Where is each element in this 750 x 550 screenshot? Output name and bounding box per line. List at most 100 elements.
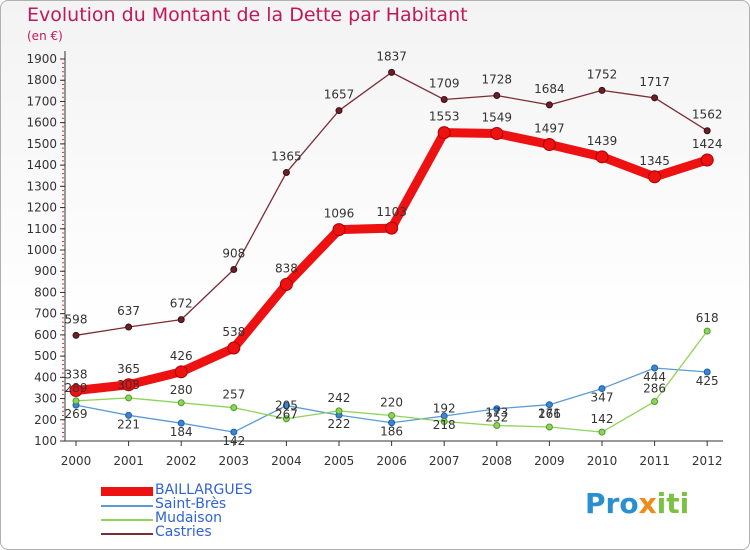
- data-label: 1103: [376, 205, 407, 219]
- data-point: [490, 126, 504, 140]
- data-label: 142: [222, 434, 245, 448]
- x-tick-label: 2000: [61, 454, 92, 468]
- y-tick-label: 1300: [26, 179, 57, 193]
- data-label: 173: [485, 406, 508, 420]
- y-tick-label: 100: [34, 434, 57, 448]
- data-label: 186: [380, 425, 403, 439]
- data-point: [595, 150, 609, 164]
- data-label: 242: [328, 391, 351, 405]
- data-point: [545, 423, 553, 431]
- data-point: [703, 127, 711, 135]
- data-point: [125, 411, 133, 419]
- data-point: [437, 126, 451, 140]
- data-point: [69, 383, 83, 397]
- data-label: 1497: [534, 122, 565, 136]
- data-label: 269: [65, 407, 88, 421]
- data-label: 222: [328, 417, 351, 431]
- data-point: [388, 68, 396, 76]
- proxiti-logo: Proxiti: [585, 487, 690, 520]
- x-tick-label: 2003: [219, 454, 250, 468]
- data-label: 1752: [587, 67, 618, 81]
- y-tick-label: 1600: [26, 116, 57, 130]
- x-tick-label: 2002: [166, 454, 197, 468]
- data-point: [282, 169, 290, 177]
- chart-legend: BAILLARGUES Saint-Brès Mudaison Castries: [101, 482, 301, 541]
- legend-item: Saint-Brès: [101, 496, 301, 513]
- y-tick-label: 1400: [26, 158, 57, 172]
- data-label: 1096: [324, 207, 355, 221]
- data-point: [125, 394, 133, 402]
- data-label: 142: [591, 412, 614, 426]
- data-point: [174, 365, 188, 379]
- data-label: 184: [170, 425, 193, 439]
- legend-swatch-castries: [101, 533, 153, 535]
- data-point: [545, 101, 553, 109]
- y-tick-label: 600: [34, 328, 57, 342]
- data-point: [335, 407, 343, 415]
- data-point: [700, 153, 714, 167]
- data-label: 1709: [429, 77, 460, 91]
- data-point: [598, 86, 606, 94]
- y-tick-label: 1500: [26, 137, 57, 151]
- data-label: 1345: [639, 154, 670, 168]
- x-tick-label: 2011: [639, 454, 670, 468]
- data-label: 1717: [639, 75, 670, 89]
- data-point: [651, 94, 659, 102]
- x-tick-label: 2004: [271, 454, 302, 468]
- data-label: 280: [170, 383, 193, 397]
- data-label: 598: [65, 312, 88, 326]
- data-point: [440, 417, 448, 425]
- data-label: 426: [170, 349, 193, 363]
- x-tick-label: 2009: [534, 454, 565, 468]
- x-tick-label: 2005: [324, 454, 355, 468]
- data-label: 1562: [692, 108, 723, 122]
- data-point: [703, 327, 711, 335]
- data-label: 192: [433, 401, 456, 415]
- y-tick-label: 1100: [26, 222, 57, 236]
- data-label: 838: [275, 261, 298, 275]
- data-point: [122, 378, 136, 392]
- data-label: 286: [643, 382, 666, 396]
- data-label: 1837: [376, 49, 407, 63]
- data-label: 672: [170, 297, 193, 311]
- data-label: 220: [380, 396, 403, 410]
- y-tick-label: 800: [34, 285, 57, 299]
- data-label: 425: [696, 374, 719, 388]
- data-point: [230, 266, 238, 274]
- data-label: 205: [275, 399, 298, 413]
- data-label: 1439: [587, 134, 618, 148]
- data-point: [648, 170, 662, 184]
- x-tick-label: 2001: [113, 454, 144, 468]
- data-point: [651, 364, 659, 372]
- x-tick-label: 2008: [482, 454, 513, 468]
- y-tick-label: 1000: [26, 243, 57, 257]
- data-label: 1657: [324, 88, 355, 102]
- data-point: [230, 404, 238, 412]
- data-point: [598, 428, 606, 436]
- data-point: [177, 399, 185, 407]
- data-point: [332, 223, 346, 237]
- y-tick-label: 1800: [26, 73, 57, 87]
- data-point: [493, 405, 501, 413]
- data-label: 1553: [429, 110, 460, 124]
- data-point: [72, 397, 80, 405]
- data-label: 1424: [692, 137, 723, 151]
- y-tick-label: 900: [34, 264, 57, 278]
- data-label: 637: [117, 304, 140, 318]
- x-tick-label: 2006: [376, 454, 407, 468]
- data-label: 166: [538, 407, 561, 421]
- data-label: 908: [222, 247, 245, 261]
- data-point: [493, 422, 501, 430]
- y-tick-label: 400: [34, 370, 57, 384]
- data-label: 347: [591, 391, 614, 405]
- data-point: [703, 368, 711, 376]
- legend-label: BAILLARGUES: [155, 482, 253, 498]
- y-tick-label: 700: [34, 307, 57, 321]
- y-tick-label: 1700: [26, 94, 57, 108]
- data-label: 289: [65, 381, 88, 395]
- legend-label: Saint-Brès: [155, 496, 227, 512]
- data-label: 221: [117, 417, 140, 431]
- data-label: 267: [275, 408, 298, 422]
- data-point: [230, 428, 238, 436]
- data-point: [227, 341, 241, 355]
